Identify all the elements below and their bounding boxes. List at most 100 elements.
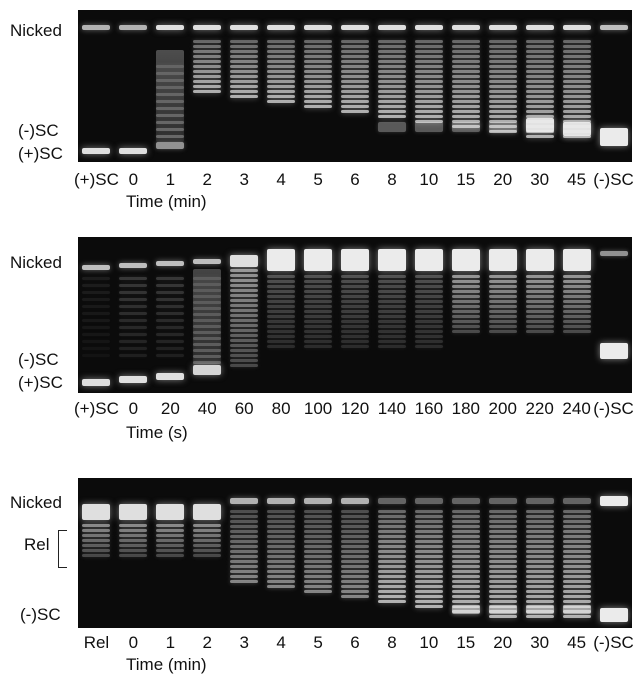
gel-band bbox=[119, 347, 148, 350]
gel-band bbox=[488, 280, 517, 283]
lane-label: 4 bbox=[276, 170, 286, 189]
lane-label: 60 bbox=[234, 399, 254, 418]
gel-band bbox=[414, 295, 443, 298]
gel-band bbox=[451, 545, 480, 548]
gel-band bbox=[230, 329, 259, 332]
gel-band bbox=[377, 525, 406, 528]
gel-band bbox=[156, 333, 185, 336]
lane-label: 140 bbox=[377, 399, 407, 418]
gel-band bbox=[414, 70, 443, 73]
gel-band bbox=[156, 86, 185, 89]
gel-band bbox=[267, 249, 296, 271]
gel-band bbox=[304, 590, 333, 593]
gel-band bbox=[451, 95, 480, 98]
x-axis-title: Time (min) bbox=[126, 192, 207, 211]
gel-band bbox=[341, 330, 369, 333]
gel-band bbox=[377, 335, 406, 338]
gel-band bbox=[193, 55, 222, 58]
gel-band bbox=[156, 142, 185, 149]
gel-band bbox=[230, 80, 259, 83]
gel-band bbox=[119, 25, 148, 30]
lane-label: 3 bbox=[239, 633, 249, 652]
gel-band bbox=[451, 285, 480, 288]
gel-band bbox=[304, 50, 333, 53]
gel-band bbox=[525, 275, 554, 278]
gel-band bbox=[341, 105, 369, 108]
gel-band bbox=[341, 280, 369, 283]
lane-label: 20 bbox=[493, 170, 513, 189]
gel-band bbox=[341, 80, 369, 83]
gel-band bbox=[267, 510, 296, 513]
gel-band bbox=[193, 85, 222, 88]
gel-band bbox=[562, 590, 591, 593]
gel-band bbox=[230, 85, 259, 88]
gel-band bbox=[562, 535, 591, 538]
gel-image bbox=[78, 237, 632, 393]
gel-band bbox=[562, 320, 591, 323]
gel-band bbox=[377, 295, 406, 298]
gel-band bbox=[562, 25, 591, 30]
gel-band bbox=[488, 285, 517, 288]
gel-band bbox=[230, 525, 259, 528]
gel-band bbox=[488, 249, 517, 271]
gel-band bbox=[488, 300, 517, 303]
gel-band bbox=[414, 40, 443, 43]
gel-band bbox=[82, 354, 111, 357]
gel-band bbox=[193, 60, 222, 63]
gel-band bbox=[488, 555, 517, 558]
gel-band bbox=[230, 545, 259, 548]
gel-band bbox=[414, 45, 443, 48]
gel-band bbox=[451, 45, 480, 48]
gel-band bbox=[377, 275, 406, 278]
gel-band bbox=[341, 555, 369, 558]
gel-band bbox=[193, 355, 222, 358]
gel-band bbox=[414, 540, 443, 543]
gel-band bbox=[525, 300, 554, 303]
gel-band bbox=[304, 75, 333, 78]
gel-band bbox=[562, 520, 591, 523]
gel-band bbox=[230, 570, 259, 573]
gel-band bbox=[156, 107, 185, 110]
gel-band bbox=[414, 60, 443, 63]
gel-band bbox=[451, 105, 480, 108]
gel-band bbox=[414, 545, 443, 548]
gel-band bbox=[304, 520, 333, 523]
gel-band bbox=[562, 530, 591, 533]
gel-band bbox=[377, 300, 406, 303]
gel-band bbox=[377, 122, 406, 132]
gel-band bbox=[562, 595, 591, 598]
gel-band bbox=[451, 315, 480, 318]
gel-band bbox=[377, 85, 406, 88]
gel-band bbox=[451, 110, 480, 113]
gel-band bbox=[451, 249, 480, 271]
gel-band bbox=[377, 515, 406, 518]
gel-band bbox=[341, 95, 369, 98]
gel-band bbox=[377, 590, 406, 593]
gel-band bbox=[230, 95, 259, 98]
gel-band bbox=[488, 570, 517, 573]
gel-band bbox=[82, 265, 111, 270]
gel-band bbox=[562, 40, 591, 43]
gel-band bbox=[230, 40, 259, 43]
gel-band bbox=[451, 290, 480, 293]
lane-label: 6 bbox=[350, 633, 360, 652]
gel-band bbox=[267, 275, 296, 278]
gel-band bbox=[377, 95, 406, 98]
lane-labels: Rel 0 1 2 3 4 5 6 8 10 15 20 30 45 (-)SC bbox=[78, 633, 634, 655]
gel-band bbox=[488, 130, 517, 133]
gel-band bbox=[119, 340, 148, 343]
gel-band bbox=[304, 45, 333, 48]
lane-label: 20 bbox=[160, 399, 180, 418]
gel-band bbox=[267, 545, 296, 548]
gel-band bbox=[414, 498, 443, 504]
gel-panel-3: Nicked Rel (-)SC Rel 0 1 2 3 4 5 6 8 10 15 20 30 45 (-… bbox=[0, 478, 637, 674]
gel-band bbox=[304, 555, 333, 558]
gel-band bbox=[230, 255, 259, 267]
gel-band bbox=[414, 65, 443, 68]
gel-band bbox=[341, 50, 369, 53]
gel-band bbox=[525, 305, 554, 308]
gel-band bbox=[193, 90, 222, 93]
gel-band bbox=[156, 549, 185, 552]
gel-band bbox=[230, 90, 259, 93]
gel-band bbox=[119, 291, 148, 294]
